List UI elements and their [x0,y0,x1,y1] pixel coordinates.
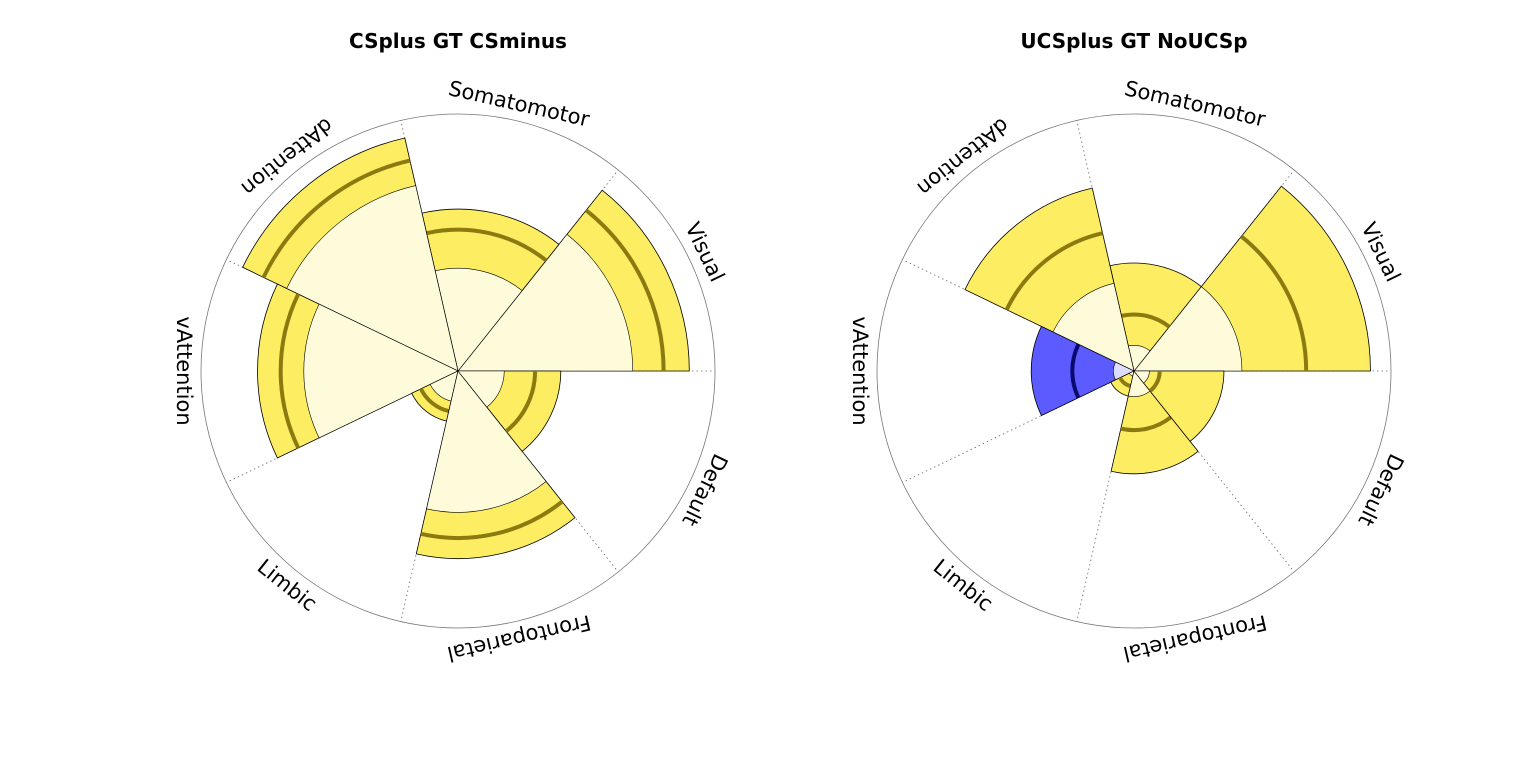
category-label-vattention: vAttention [172,316,196,425]
polar-panel-ucsplus: UCSplus GT NoUCSp Visual Somatomotor dAtte… [848,29,1408,666]
category-label-frontoparietal: Frontoparietal [1121,610,1269,666]
polar-panel-csplus: CSplus GT CSminus VisualSomatomotordAtte… [172,29,732,666]
category-label-visual: Visual [1356,219,1405,286]
category-label-dattention: dAttention [913,113,1014,201]
category-label-limbic: Limbic [929,554,998,616]
category-label-frontoparietal: Frontoparietal [445,610,593,666]
category-label-somatomotor: Somatomotor [446,76,592,131]
chart-title: CSplus GT CSminus [349,29,567,53]
category-label-visual: Visual [680,219,729,286]
category-label-somatomotor: Somatomotor [1122,76,1268,131]
chart-title: UCSplus GT NoUCSp [1020,29,1247,53]
category-label-limbic: Limbic [253,554,322,616]
category-label-vattention: vAttention [848,316,872,425]
